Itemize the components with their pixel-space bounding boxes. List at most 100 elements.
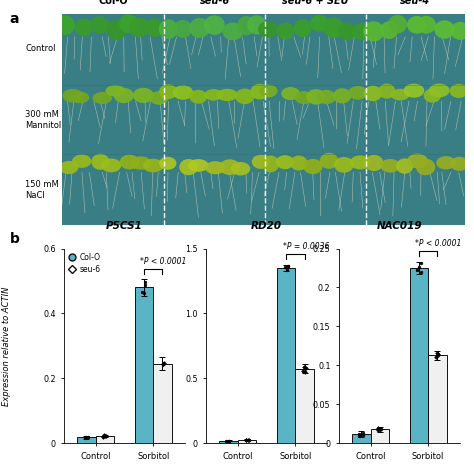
Point (101, 432, 109, 439)
Point (301, 368, 308, 375)
Ellipse shape (290, 156, 308, 171)
Ellipse shape (404, 83, 424, 98)
Ellipse shape (310, 15, 328, 32)
Ellipse shape (190, 18, 210, 38)
Point (225, 438, 232, 445)
Point (356, 432, 363, 439)
Ellipse shape (72, 154, 91, 168)
Bar (238, 440, 256, 443)
Text: seu-6: seu-6 (200, 0, 230, 6)
Bar (295, 369, 314, 443)
Ellipse shape (259, 84, 278, 98)
Ellipse shape (365, 155, 383, 171)
Bar (96, 436, 114, 443)
Text: seu-4: seu-4 (401, 0, 430, 6)
Point (374, 424, 382, 432)
Ellipse shape (159, 157, 176, 170)
Point (281, 263, 289, 271)
Point (159, 361, 167, 368)
Point (245, 437, 252, 444)
Point (417, 268, 424, 275)
Point (284, 263, 292, 270)
Ellipse shape (363, 21, 384, 41)
Ellipse shape (416, 159, 435, 175)
Bar (265, 85, 366, 154)
Ellipse shape (262, 155, 279, 173)
Ellipse shape (380, 159, 400, 173)
Ellipse shape (204, 89, 223, 101)
Ellipse shape (106, 85, 125, 97)
Ellipse shape (348, 86, 367, 100)
Ellipse shape (55, 15, 75, 35)
Ellipse shape (60, 161, 78, 174)
Text: *P < 0.0001: *P < 0.0001 (415, 239, 462, 248)
Ellipse shape (364, 86, 382, 101)
Title: P5CS1: P5CS1 (106, 221, 143, 231)
Point (140, 289, 148, 296)
Bar (352, 434, 371, 443)
Ellipse shape (436, 156, 456, 169)
Point (242, 437, 250, 444)
Ellipse shape (424, 89, 441, 103)
Ellipse shape (145, 18, 164, 37)
Ellipse shape (451, 22, 470, 40)
Text: b: b (9, 232, 19, 246)
Ellipse shape (417, 16, 436, 34)
Point (415, 263, 423, 271)
Point (142, 281, 149, 289)
Bar (371, 429, 389, 443)
Text: 150 mM
NaCl: 150 mM NaCl (26, 180, 59, 200)
Ellipse shape (173, 20, 192, 38)
Ellipse shape (143, 159, 164, 173)
Text: Col-O: Col-O (99, 0, 128, 6)
Ellipse shape (130, 156, 152, 170)
Ellipse shape (173, 85, 193, 100)
Point (374, 425, 382, 433)
Point (377, 425, 385, 433)
Bar (366, 14, 465, 85)
Text: Expression relative to ACTIN: Expression relative to ACTIN (2, 286, 11, 406)
Ellipse shape (391, 89, 410, 100)
Bar (135, 287, 153, 443)
Point (433, 353, 440, 360)
Ellipse shape (129, 17, 149, 37)
Bar (164, 14, 265, 85)
Point (225, 437, 232, 445)
Ellipse shape (107, 20, 126, 40)
Bar (62, 85, 164, 154)
Bar (164, 85, 265, 154)
Ellipse shape (450, 157, 469, 171)
Ellipse shape (252, 155, 270, 169)
Ellipse shape (396, 159, 413, 174)
Point (301, 363, 308, 371)
Point (102, 432, 109, 439)
Ellipse shape (159, 84, 177, 99)
Ellipse shape (179, 159, 198, 175)
Ellipse shape (317, 90, 336, 104)
Ellipse shape (120, 155, 139, 169)
Bar (62, 14, 164, 85)
Ellipse shape (281, 87, 300, 100)
Bar (77, 438, 96, 443)
Ellipse shape (276, 155, 294, 169)
Point (417, 260, 425, 267)
Bar (265, 14, 366, 85)
Text: a: a (9, 12, 19, 26)
Ellipse shape (235, 89, 255, 104)
Ellipse shape (388, 15, 407, 33)
Ellipse shape (92, 92, 112, 104)
Bar (219, 441, 238, 443)
Ellipse shape (71, 91, 89, 103)
Ellipse shape (276, 23, 294, 39)
Point (435, 350, 442, 358)
Ellipse shape (237, 16, 255, 35)
Point (359, 431, 367, 439)
Ellipse shape (222, 23, 243, 40)
Bar (366, 154, 465, 225)
Text: Control: Control (26, 45, 56, 53)
Point (81, 433, 89, 441)
Ellipse shape (303, 159, 323, 174)
Point (435, 352, 442, 359)
Ellipse shape (429, 83, 450, 98)
Ellipse shape (407, 153, 428, 168)
